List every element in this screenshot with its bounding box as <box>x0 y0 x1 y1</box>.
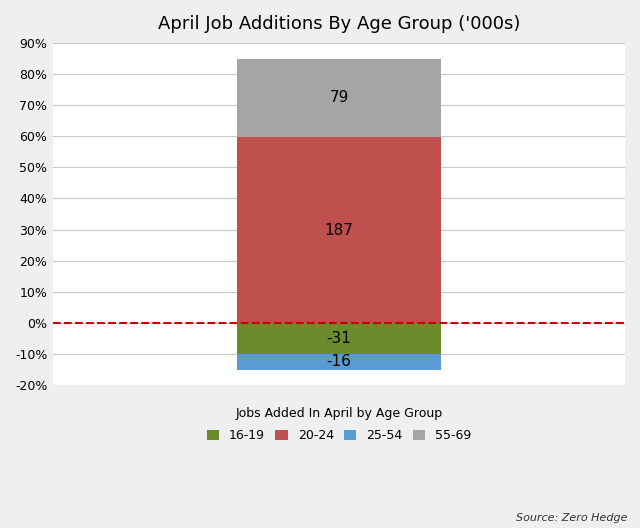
Text: -31: -31 <box>326 331 351 346</box>
Legend: 16-19, 20-24, 25-54, 55-69: 16-19, 20-24, 25-54, 55-69 <box>202 425 476 447</box>
Text: -16: -16 <box>326 354 351 369</box>
Text: 187: 187 <box>324 222 353 238</box>
Text: Source: Zero Hedge: Source: Zero Hedge <box>516 513 627 523</box>
Bar <box>237 354 441 370</box>
Bar <box>237 137 441 323</box>
Title: April Job Additions By Age Group ('000s): April Job Additions By Age Group ('000s) <box>158 15 520 33</box>
Text: 79: 79 <box>329 90 349 106</box>
Bar <box>237 323 441 354</box>
Bar <box>237 59 441 137</box>
X-axis label: Jobs Added In April by Age Group: Jobs Added In April by Age Group <box>236 408 442 420</box>
